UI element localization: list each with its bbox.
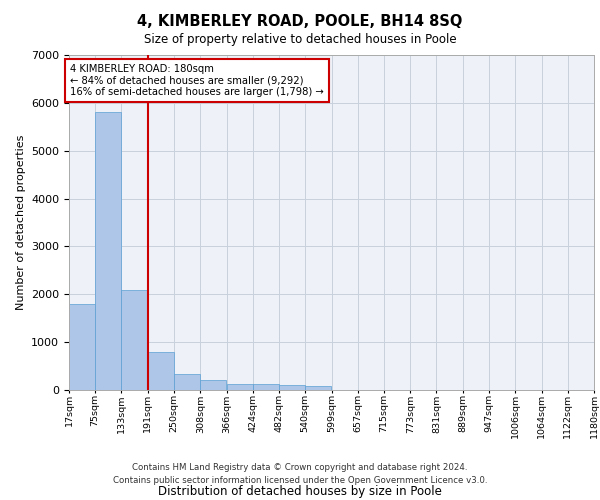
Bar [69,304,95,390]
Text: Contains HM Land Registry data © Crown copyright and database right 2024.: Contains HM Land Registry data © Crown c… [132,464,468,472]
Bar [148,352,173,390]
Bar [253,384,279,390]
Bar [227,384,253,390]
Y-axis label: Number of detached properties: Number of detached properties [16,135,26,310]
Bar [200,380,226,390]
Text: Contains public sector information licensed under the Open Government Licence v3: Contains public sector information licen… [113,476,487,485]
Text: 4, KIMBERLEY ROAD, POOLE, BH14 8SQ: 4, KIMBERLEY ROAD, POOLE, BH14 8SQ [137,14,463,29]
Bar [279,385,305,390]
Bar [305,386,331,390]
Text: Size of property relative to detached houses in Poole: Size of property relative to detached ho… [143,32,457,46]
Bar [121,290,148,390]
Text: 4 KIMBERLEY ROAD: 180sqm
← 84% of detached houses are smaller (9,292)
16% of sem: 4 KIMBERLEY ROAD: 180sqm ← 84% of detach… [70,64,324,97]
Text: Distribution of detached houses by size in Poole: Distribution of detached houses by size … [158,484,442,498]
Bar [95,112,121,390]
Bar [174,374,200,390]
